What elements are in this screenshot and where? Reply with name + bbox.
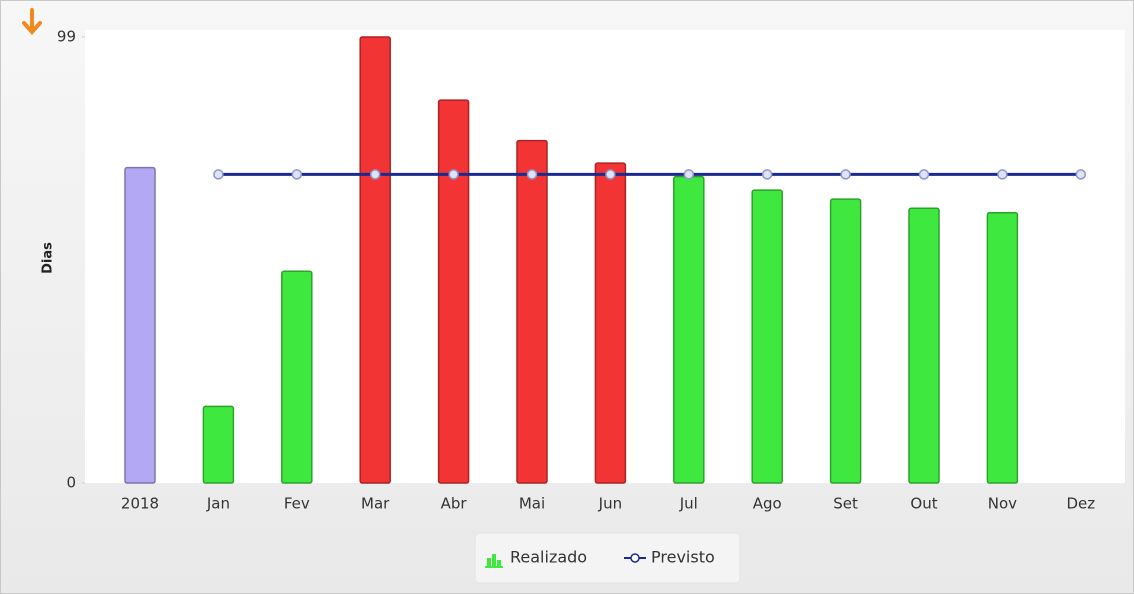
- legend-swatch: [492, 554, 496, 566]
- line-point: [918, 169, 930, 180]
- bar: [437, 99, 470, 484]
- line-point: [291, 169, 303, 180]
- line-point: [526, 169, 538, 180]
- bar: [673, 175, 705, 484]
- legend: [474, 532, 741, 584]
- y-tick-label: 0: [66, 474, 76, 492]
- line-point: [683, 169, 695, 180]
- x-tick-label: Abr: [441, 495, 468, 513]
- bar: [359, 36, 391, 484]
- bar: [202, 405, 235, 484]
- y-axis-label: Dias: [41, 242, 56, 274]
- x-tick-label: Ago: [753, 495, 782, 513]
- x-tick-label: Mar: [361, 495, 390, 513]
- legend-swatch: [497, 560, 501, 566]
- line-point: [840, 169, 851, 180]
- line-point: [761, 169, 773, 180]
- bar: [281, 270, 313, 484]
- x-tick-label: Nov: [988, 495, 1017, 513]
- bar: [908, 207, 940, 484]
- x-tick-label: Jun: [598, 495, 622, 513]
- x-tick-label: Out: [910, 495, 937, 513]
- sort-icon[interactable]: [22, 8, 42, 36]
- y-tick-label: 99: [57, 28, 76, 46]
- bar: [516, 139, 548, 484]
- line-point: [605, 169, 616, 180]
- x-tick-label: Fev: [284, 495, 310, 513]
- x-tick-label: Jan: [206, 495, 230, 513]
- x-tick-label: Jul: [679, 495, 698, 513]
- legend-swatch: [487, 558, 491, 566]
- legend-swatch: [630, 553, 640, 563]
- line-point: [369, 169, 381, 180]
- line-point: [997, 169, 1008, 180]
- legend-label: Realizado: [510, 548, 587, 567]
- bar: [751, 189, 783, 484]
- line-point: [1075, 169, 1087, 180]
- x-tick-label: Set: [833, 495, 858, 513]
- bar: [829, 198, 862, 484]
- x-tick-label: 2018: [121, 495, 159, 513]
- bar: [124, 166, 156, 484]
- line-point: [213, 169, 224, 180]
- legend-label: Previsto: [651, 548, 715, 567]
- x-tick-label: Dez: [1066, 495, 1095, 513]
- x-tick-label: Mai: [519, 495, 545, 513]
- legend-swatch: [485, 566, 503, 568]
- bar: [594, 162, 627, 484]
- line-point: [448, 169, 459, 180]
- bar: [986, 211, 1019, 484]
